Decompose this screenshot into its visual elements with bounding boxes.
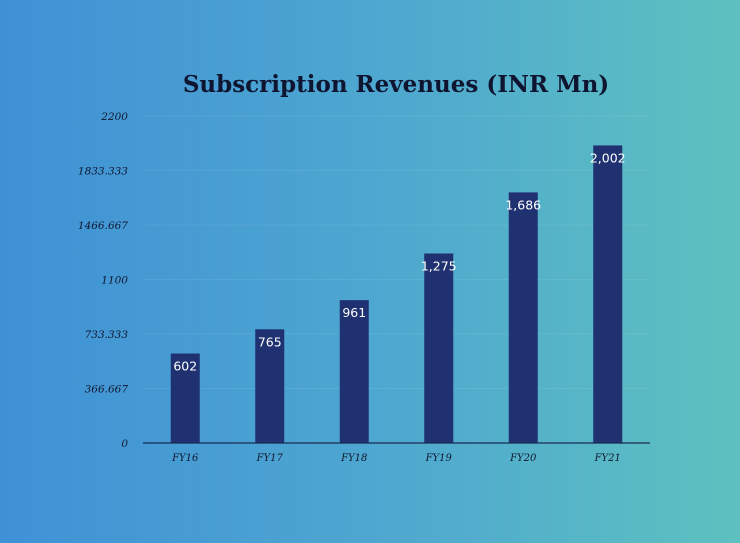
data-label: 1,275 [421, 258, 457, 273]
x-tick-label: FY17 [256, 453, 284, 464]
bar-fy16 [170, 353, 200, 443]
y-tick-label: 2200 [100, 111, 128, 123]
y-tick-label: 1100 [101, 275, 128, 287]
y-tick-label: 0 [121, 438, 128, 450]
y-axis-ticks: 0 366.667 733.333 1100 1466.667 1833.333 2200 [78, 111, 128, 450]
data-label: 765 [258, 334, 282, 349]
chart-title: Subscription Revenues (INR Mn) [183, 71, 609, 98]
data-label: 602 [173, 359, 197, 374]
x-axis-ticks: FY16 FY17 FY18 FY19 FY20 FY21 [171, 453, 621, 464]
bars-layer [170, 145, 623, 443]
y-tick-label: 1466.667 [78, 220, 128, 232]
x-tick-label: FY20 [509, 453, 537, 464]
bar-fy18 [339, 300, 369, 443]
x-tick-label: FY19 [425, 453, 453, 464]
x-tick-label: FY18 [340, 453, 367, 464]
x-tick-label: FY21 [594, 453, 621, 464]
y-tick-label: 366.667 [85, 383, 129, 395]
x-tick-label: FY16 [171, 453, 199, 464]
grid-layer [143, 115, 650, 389]
data-labels-layer: 602 765 961 1,275 1,686 2,002 [173, 150, 625, 373]
bar-fy19 [424, 253, 454, 443]
bar-fy20 [508, 192, 538, 443]
bar-fy21 [593, 145, 623, 443]
y-tick-label: 733.333 [85, 329, 129, 341]
bar-fy17 [255, 329, 285, 443]
data-label: 961 [342, 305, 366, 320]
y-tick-label: 1833.333 [78, 166, 128, 178]
data-label: 2,002 [590, 150, 626, 165]
data-label: 1,686 [505, 197, 541, 212]
